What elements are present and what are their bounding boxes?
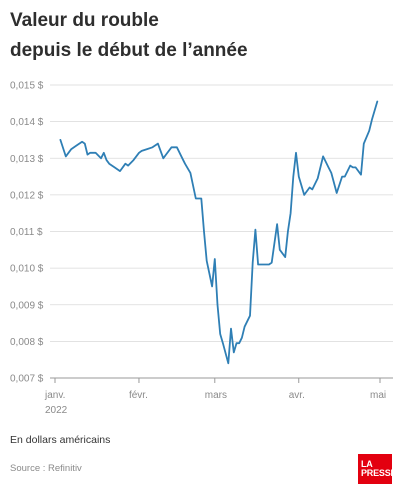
y-tick-label: 0,008 $ — [10, 337, 44, 348]
y-tick-label: 0,015 $ — [10, 81, 44, 92]
x-axis: janv. 2022 févr. mars avr. mai — [44, 378, 386, 416]
units-note: En dollars américains — [10, 434, 111, 446]
logo-text-line-1: LA — [361, 459, 373, 469]
y-tick-label: 0,007 $ — [10, 374, 44, 385]
y-tick-label: 0,009 $ — [10, 300, 44, 311]
series — [59, 100, 379, 365]
y-tick-label: 0,010 $ — [10, 264, 44, 275]
x-tick-sublabel: 2022 — [45, 405, 68, 416]
gridlines — [50, 84, 393, 379]
y-axis-labels: 0,007 $ 0,008 $ 0,009 $ 0,010 $ 0,011 $ 0,012… — [10, 81, 44, 385]
x-tick-label: janv. — [44, 390, 65, 401]
y-tick-label: 0,013 $ — [10, 154, 44, 165]
x-tick-label: mars — [205, 390, 227, 401]
x-tick-label: mai — [370, 390, 386, 401]
x-tick-label: avr. — [289, 390, 305, 401]
series-line — [59, 100, 379, 365]
source-credit: Source : Refinitiv — [10, 463, 82, 474]
y-tick-label: 0,011 $ — [10, 227, 43, 238]
chart-title: Valeur du rouble depuis le début de l’an… — [10, 6, 390, 66]
chart-title-line-1: Valeur du rouble — [10, 10, 159, 31]
x-tick-label: févr. — [129, 390, 148, 401]
chart-title-line-2: depuis le début de l’année — [10, 40, 248, 61]
la-presse-logo: LA PRESSE — [358, 454, 397, 484]
y-tick-label: 0,014 $ — [10, 117, 44, 128]
logo-text-line-2: PRESSE — [361, 468, 397, 478]
y-tick-label: 0,012 $ — [10, 190, 44, 201]
